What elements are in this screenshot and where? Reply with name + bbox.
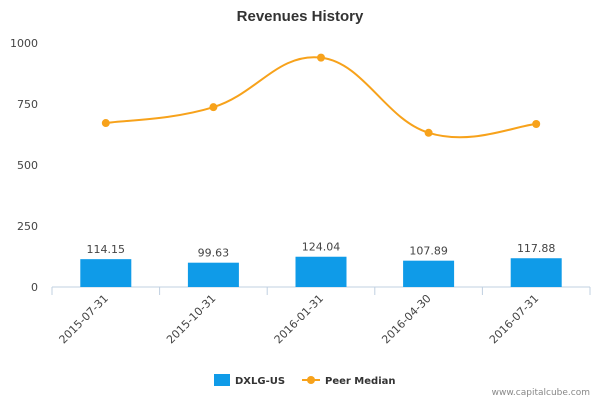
- bar-data-label: 99.63: [198, 247, 230, 260]
- x-tick-label: 2016-04-30: [379, 292, 433, 346]
- bar-data-label: 124.04: [302, 241, 341, 254]
- x-tick-label: 2016-07-31: [487, 292, 541, 346]
- peer-median-point: [424, 128, 433, 137]
- peer-median-point: [101, 119, 110, 128]
- legend-label-peer-median: Peer Median: [325, 376, 396, 387]
- y-tick-label: 1000: [10, 37, 38, 50]
- bar-dxlg-us: [403, 260, 455, 287]
- bar-dxlg-us: [295, 256, 347, 287]
- y-tick-label: 750: [17, 98, 38, 111]
- x-tick-label: 2016-01-31: [272, 292, 326, 346]
- legend: DXLG-US Peer Median: [214, 374, 396, 387]
- bar-dxlg-us: [80, 259, 132, 287]
- peer-median-point: [532, 120, 541, 129]
- peer-median-point: [209, 103, 218, 112]
- bar-dxlg-us: [510, 258, 562, 287]
- x-tick-label: 2015-10-31: [164, 292, 218, 346]
- legend-swatch-peer-median-marker: [307, 376, 315, 384]
- source-credit: www.capitalcube.com: [492, 388, 590, 398]
- y-axis: 0 250 500 750 1000: [10, 37, 38, 294]
- chart-title: Revenues History: [237, 8, 364, 25]
- x-tick-label: 2015-07-31: [57, 292, 111, 346]
- y-tick-label: 0: [31, 281, 38, 294]
- bar-series-dxlg-us: [80, 256, 562, 287]
- bar-dxlg-us: [187, 262, 239, 287]
- y-tick-label: 250: [17, 220, 38, 233]
- bar-data-label: 114.15: [87, 243, 126, 256]
- bar-data-label: 117.88: [517, 242, 556, 255]
- bar-data-labels: 114.15 99.63 124.04 107.89 117.88: [87, 241, 556, 260]
- peer-median-line: [105, 56, 537, 139]
- legend-label-dxlg-us: DXLG-US: [235, 376, 285, 387]
- bar-data-label: 107.89: [409, 245, 448, 258]
- y-tick-label: 500: [17, 159, 38, 172]
- peer-median-point: [317, 53, 325, 62]
- legend-swatch-dxlg-us: [214, 374, 230, 386]
- line-series-peer-median: [101, 53, 541, 139]
- x-axis: 2015-07-31 2015-10-31 2016-01-31 2016-04-30…: [51, 286, 591, 346]
